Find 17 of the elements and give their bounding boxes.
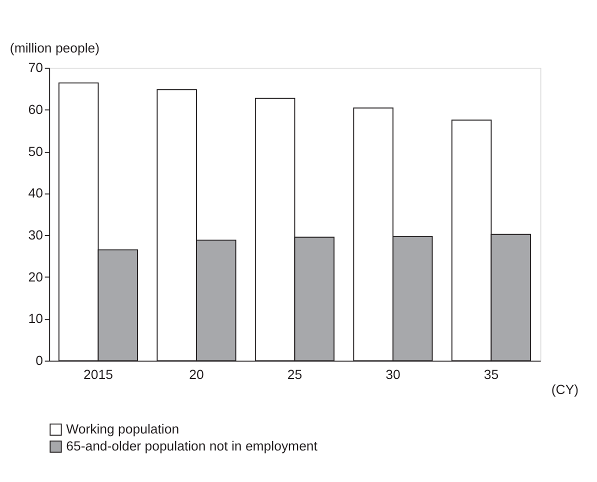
x-tick-label: 2015 — [84, 367, 113, 382]
x-tick-label: 20 — [189, 367, 204, 382]
x-tick-label: 30 — [386, 367, 400, 382]
x-axis-title: (CY) — [551, 382, 579, 398]
y-tick-label: 70 — [28, 60, 43, 76]
x-tick-label: 35 — [484, 367, 499, 382]
y-tick-label: 60 — [28, 102, 43, 117]
y-tick-label: 0 — [36, 352, 43, 368]
y-axis-title: (million people) — [10, 40, 100, 56]
legend-label: Working population — [66, 421, 180, 436]
y-tick-label: 30 — [28, 227, 43, 242]
y-tick-label: 40 — [28, 186, 43, 201]
x-tick-label: 25 — [287, 367, 302, 382]
y-tick-label: 50 — [28, 144, 43, 159]
y-tick-label: 20 — [28, 269, 43, 284]
legend-label: 65-and-older population not in employment — [66, 438, 318, 454]
y-tick-label: 10 — [28, 311, 43, 326]
